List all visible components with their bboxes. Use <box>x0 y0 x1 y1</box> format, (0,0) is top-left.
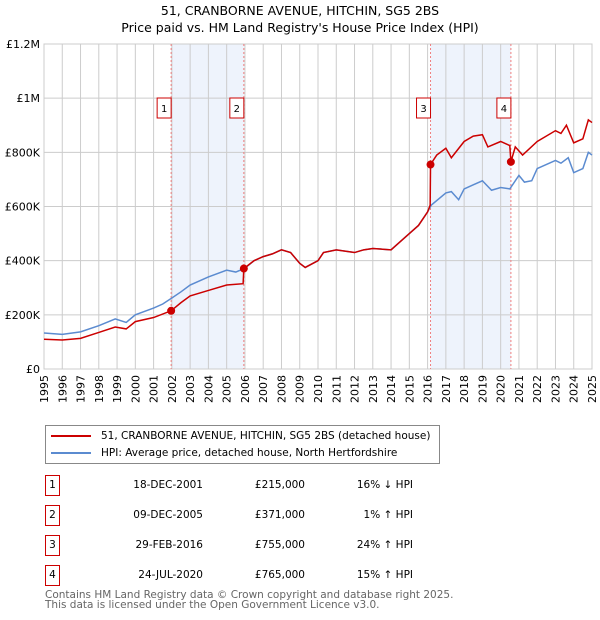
y-tick-label: £0 <box>26 363 40 376</box>
x-tick-label: 2024 <box>568 375 581 403</box>
chart-title: 51, CRANBORNE AVENUE, HITCHIN, SG5 2BS <box>160 3 440 18</box>
x-tick-label: 2020 <box>495 375 508 403</box>
footer: Contains HM Land Registry data © Crown c… <box>45 589 454 611</box>
x-tick-label: 1998 <box>93 375 106 403</box>
sale-number: 1 <box>45 475 60 496</box>
sale-price: £215,000 <box>254 479 305 491</box>
sale-date: 18-DEC-2001 <box>133 479 203 491</box>
x-tick-label: 1999 <box>111 375 124 403</box>
sale-price: £765,000 <box>254 569 305 581</box>
sale-number: 4 <box>45 565 60 586</box>
x-tick-label: 2009 <box>294 375 307 403</box>
x-tick-label: 2018 <box>458 375 471 403</box>
sale-marker-box <box>156 97 172 119</box>
sale-marker-box <box>229 97 245 119</box>
sale-point <box>426 160 435 169</box>
x-tick-label: 1996 <box>56 375 69 403</box>
x-tick-label: 2013 <box>367 375 380 403</box>
sale-number: 2 <box>45 505 60 526</box>
x-tick-label: 2002 <box>166 375 179 403</box>
sale-point <box>506 157 515 166</box>
sale-marker-label: 2 <box>234 104 240 115</box>
sale-row: 2 09-DEC-2005 £371,000 1% ↑ HPI <box>45 505 465 526</box>
footer-line: This data is licensed under the Open Gov… <box>45 599 380 611</box>
x-tick-label: 2001 <box>148 375 161 403</box>
sale-row: 4 24-JUL-2020 £765,000 15% ↑ HPI <box>45 565 465 586</box>
x-tick-label: 2023 <box>549 375 562 403</box>
sale-marker-box <box>416 97 432 119</box>
x-tick-label: 2005 <box>221 375 234 403</box>
x-tick-label: 2011 <box>330 375 343 403</box>
x-tick-label: 2004 <box>202 375 215 403</box>
x-tick-label: 2017 <box>440 375 453 403</box>
chart-subtitle: Price paid vs. HM Land Registry's House … <box>121 20 479 35</box>
sale-number: 3 <box>45 535 60 556</box>
x-tick-label: 2000 <box>129 375 142 403</box>
x-tick-label: 2006 <box>239 375 252 403</box>
sale-marker-label: 1 <box>161 104 167 115</box>
plot-area: 1995 1996 1997 1998 1999 2000 2001 2002 2003 2004… <box>5 38 599 403</box>
y-tick-label: £200K <box>5 309 41 322</box>
sale-price: £371,000 <box>254 509 305 521</box>
sale-point <box>167 306 176 315</box>
x-tick-label: 2025 <box>586 375 599 403</box>
y-tick-label: £1.2M <box>6 38 40 51</box>
x-tick-label: 2019 <box>476 375 489 403</box>
x-tick-label: 2021 <box>513 375 526 403</box>
x-tick-label: 2003 <box>184 375 197 403</box>
legend: 51, CRANBORNE AVENUE, HITCHIN, SG5 2BS (… <box>45 425 440 464</box>
footer-line: Contains HM Land Registry data © Crown c… <box>45 589 454 601</box>
legend-swatch-hpi <box>51 452 91 454</box>
sale-row: 3 29-FEB-2016 £755,000 24% ↑ HPI <box>45 535 465 556</box>
sale-hpi-diff: 24% ↑ HPI <box>356 539 413 551</box>
y-tick-label: £400K <box>5 255 41 268</box>
sale-marker-label: 4 <box>501 104 507 115</box>
x-tick-label: 2015 <box>403 375 416 403</box>
series-line-price <box>43 118 593 341</box>
x-tick-label: 2008 <box>275 375 288 403</box>
legend-label-price: 51, CRANBORNE AVENUE, HITCHIN, SG5 2BS (… <box>101 430 431 442</box>
x-tick-label: 2007 <box>257 375 270 403</box>
x-tick-label: 2022 <box>531 375 544 403</box>
sale-hpi-diff: 16% ↓ HPI <box>356 479 413 491</box>
x-tick-label: 2010 <box>312 375 325 403</box>
sale-date: 29-FEB-2016 <box>135 539 203 551</box>
x-tick-label: 1997 <box>75 375 88 403</box>
sale-hpi-diff: 1% ↑ HPI <box>363 509 413 521</box>
sale-hpi-diff: 15% ↑ HPI <box>356 569 413 581</box>
x-tick-label: 2014 <box>385 375 398 403</box>
sale-row: 1 18-DEC-2001 £215,000 16% ↓ HPI <box>45 475 465 496</box>
sale-point <box>239 264 248 273</box>
plot-frame <box>43 43 593 370</box>
sale-price: £755,000 <box>254 539 305 551</box>
y-tick-label: £600K <box>5 201 41 214</box>
legend-swatch-price <box>51 435 91 437</box>
sale-marker-label: 3 <box>420 104 426 115</box>
legend-label-hpi: HPI: Average price, detached house, Nort… <box>101 447 398 459</box>
sale-date: 09-DEC-2005 <box>133 509 203 521</box>
x-tick-label: 1995 <box>38 375 51 403</box>
x-tick-label: 2016 <box>422 375 435 403</box>
y-tick-label: £1M <box>17 92 41 105</box>
x-tick-label: 2012 <box>349 375 362 403</box>
sale-date: 24-JUL-2020 <box>138 569 203 581</box>
y-tick-label: £800K <box>5 146 41 159</box>
sale-marker-box <box>496 97 512 119</box>
